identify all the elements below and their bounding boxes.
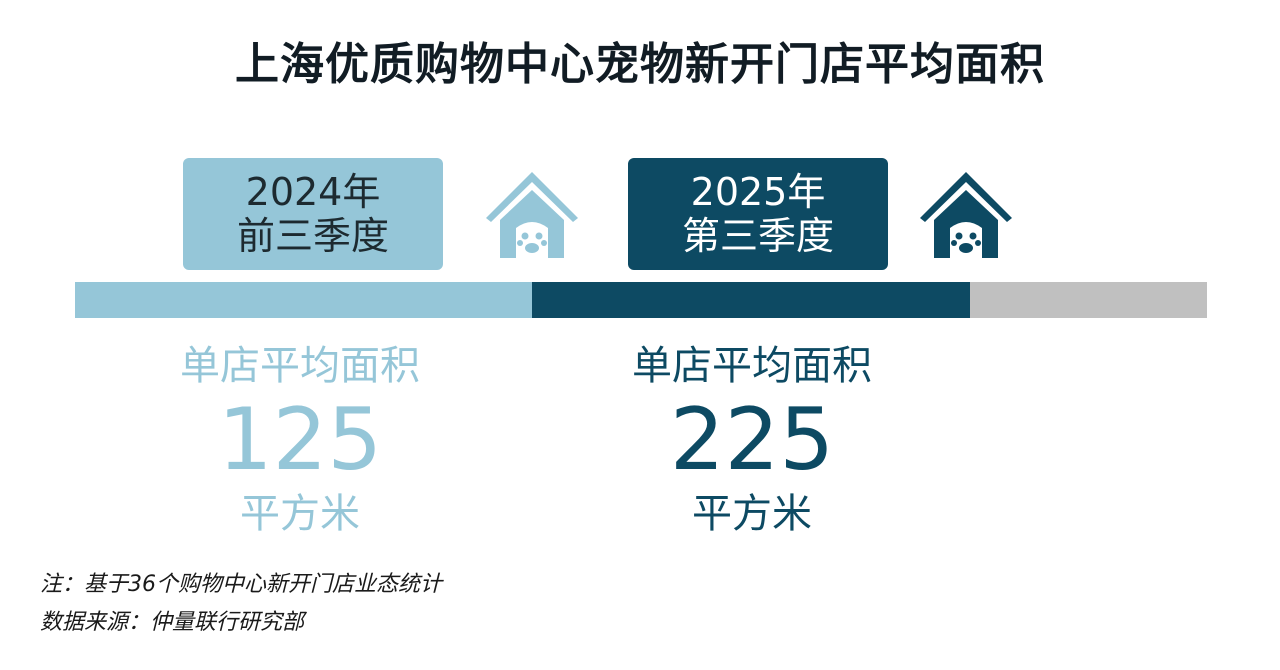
metric-unit: 平方米: [240, 491, 360, 537]
period-year: 2024年: [245, 170, 381, 214]
metric-unit: 平方米: [692, 491, 812, 537]
timeline-bar-2024: [75, 282, 532, 318]
metric-value: 125: [217, 390, 383, 490]
period-range: 第三季度: [681, 214, 834, 258]
dog-house-paw-icon: [920, 172, 1012, 258]
page-title: 上海优质购物中心宠物新开门店平均面积: [235, 39, 1045, 90]
timeline-bar-remainder: [970, 282, 1207, 318]
period-label-2025: 2025年 第三季度: [628, 158, 888, 270]
stat-2025: 单店平均面积 225 平方米: [582, 340, 922, 540]
period-label-2024: 2024年 前三季度: [183, 158, 443, 270]
metric-label: 单店平均面积: [632, 343, 872, 389]
period-range: 前三季度: [236, 214, 389, 258]
period-year: 2025年: [690, 170, 826, 214]
metric-value: 225: [669, 390, 835, 490]
footnote: 注：基于36个购物中心新开门店业态统计: [40, 572, 442, 597]
source-note: 数据来源：仲量联行研究部: [40, 610, 305, 635]
timeline-bar-2025: [532, 282, 970, 318]
stat-2024: 单店平均面积 125 平方米: [130, 340, 470, 540]
dog-house-paw-icon: [486, 172, 578, 258]
metric-label: 单店平均面积: [180, 343, 420, 389]
